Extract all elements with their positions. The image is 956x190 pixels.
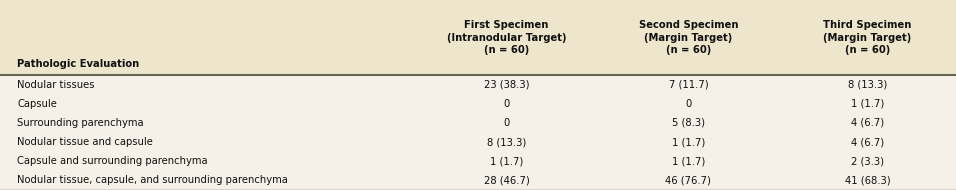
Text: 4 (6.7): 4 (6.7) — [851, 137, 884, 147]
Text: First Specimen
(Intranodular Target)
(n = 60): First Specimen (Intranodular Target) (n … — [446, 20, 566, 55]
Text: 46 (76.7): 46 (76.7) — [665, 175, 711, 185]
Text: 4 (6.7): 4 (6.7) — [851, 118, 884, 128]
Text: 1 (1.7): 1 (1.7) — [672, 156, 705, 166]
Text: Capsule and surrounding parenchyma: Capsule and surrounding parenchyma — [17, 156, 207, 166]
Text: 0: 0 — [504, 99, 510, 109]
Text: Capsule: Capsule — [17, 99, 57, 109]
Text: Pathologic Evaluation: Pathologic Evaluation — [17, 59, 140, 69]
Text: Nodular tissue and capsule: Nodular tissue and capsule — [17, 137, 153, 147]
Text: 2 (3.3): 2 (3.3) — [851, 156, 884, 166]
Text: 1 (1.7): 1 (1.7) — [672, 137, 705, 147]
Text: Third Specimen
(Margin Target)
(n = 60): Third Specimen (Margin Target) (n = 60) — [823, 20, 912, 55]
Text: 7 (11.7): 7 (11.7) — [668, 80, 708, 90]
Text: 23 (38.3): 23 (38.3) — [484, 80, 530, 90]
Text: 8 (13.3): 8 (13.3) — [487, 137, 527, 147]
Text: 5 (8.3): 5 (8.3) — [672, 118, 705, 128]
Text: 41 (68.3): 41 (68.3) — [845, 175, 890, 185]
Text: Nodular tissue, capsule, and surrounding parenchyma: Nodular tissue, capsule, and surrounding… — [17, 175, 288, 185]
FancyBboxPatch shape — [0, 0, 956, 75]
Text: 28 (46.7): 28 (46.7) — [484, 175, 530, 185]
Text: 8 (13.3): 8 (13.3) — [848, 80, 887, 90]
Text: 0: 0 — [685, 99, 691, 109]
Text: Surrounding parenchyma: Surrounding parenchyma — [17, 118, 143, 128]
Text: Nodular tissues: Nodular tissues — [17, 80, 95, 90]
Text: 1 (1.7): 1 (1.7) — [851, 99, 884, 109]
Text: 0: 0 — [504, 118, 510, 128]
FancyBboxPatch shape — [0, 75, 956, 190]
Text: Second Specimen
(Margin Target)
(n = 60): Second Specimen (Margin Target) (n = 60) — [639, 20, 738, 55]
Text: 1 (1.7): 1 (1.7) — [490, 156, 523, 166]
